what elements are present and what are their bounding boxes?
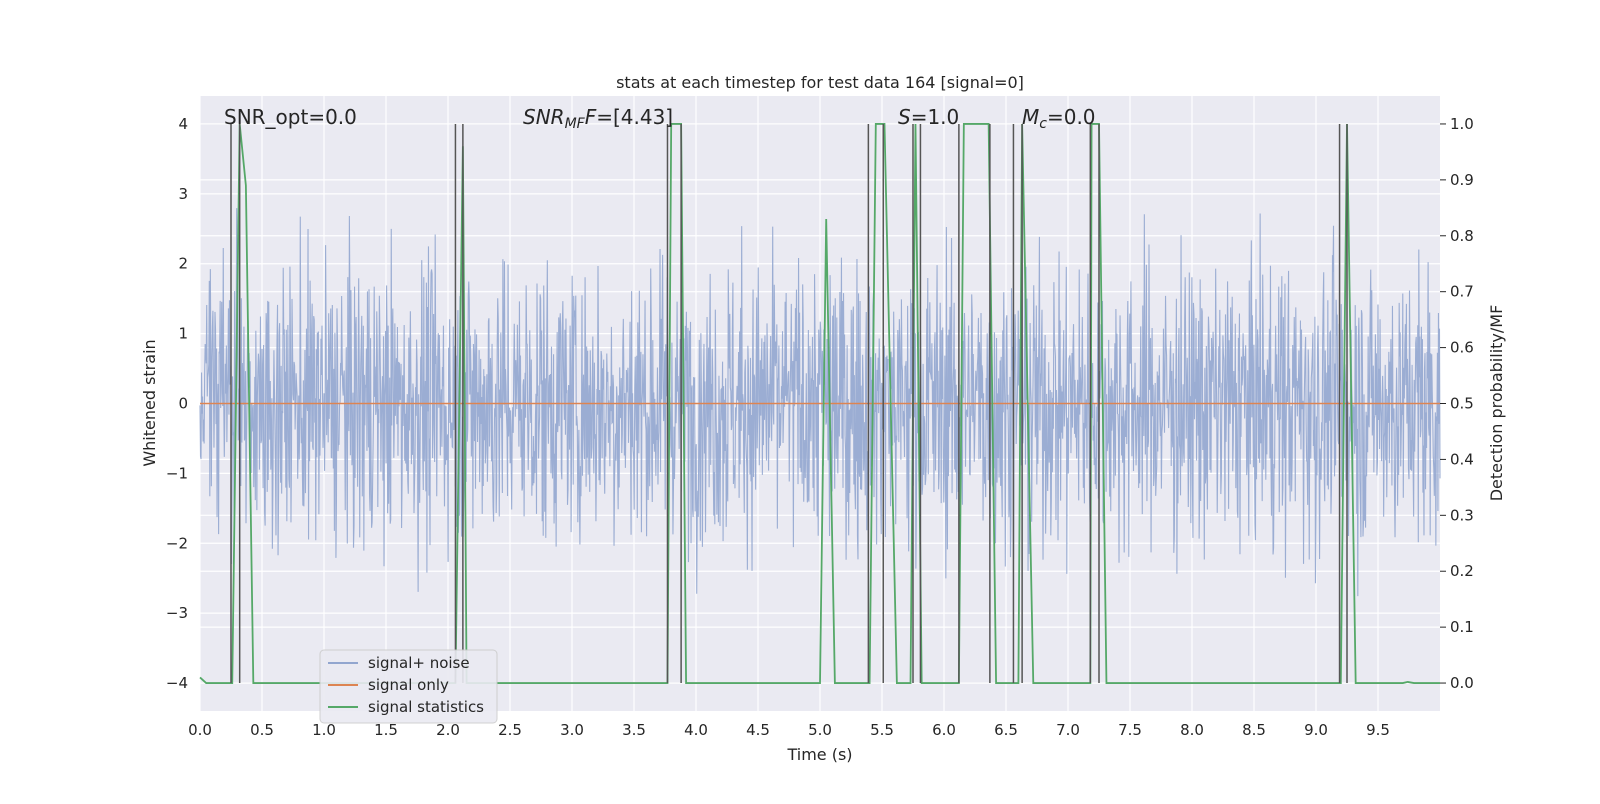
x-tick-label-1: 0.5 (250, 721, 274, 739)
y-tick-left-label-3: −1 (166, 464, 188, 482)
y-tick-right-label-6: 0.6 (1450, 339, 1474, 357)
y-axis-label-left: Whitened strain (140, 339, 159, 466)
detection-lines-layer (230, 123, 1348, 684)
y-tick-left-label-0: −4 (166, 674, 188, 692)
y-tick-right-label-3: 0.3 (1450, 506, 1474, 524)
x-tick-label-13: 6.5 (994, 721, 1018, 739)
x-tick-label-6: 3.0 (560, 721, 584, 739)
x-tick-label-15: 7.5 (1118, 721, 1142, 739)
annotation-snr-opt: SNR_opt=0.0 (224, 105, 357, 129)
chart-title: stats at each timestep for test data 164… (616, 73, 1024, 92)
y-axis-label-right: Detection probability/MF (1487, 305, 1506, 502)
x-tick-label-14: 7.0 (1056, 721, 1080, 739)
legend-label-signal-noise: signal+ noise (368, 654, 470, 672)
x-tick-label-16: 8.0 (1180, 721, 1204, 739)
x-tick-label-18: 9.0 (1304, 721, 1328, 739)
legend-box (319, 649, 498, 724)
y-tick-right-label-4: 0.4 (1450, 450, 1474, 468)
noise-layer (199, 208, 1441, 597)
legend-label-signal-statistics: signal statistics (368, 698, 484, 716)
y-tick-right-label-7: 0.7 (1450, 283, 1474, 301)
x-tick-label-12: 6.0 (932, 721, 956, 739)
y-tick-right-label-10: 1.0 (1450, 115, 1474, 133)
y-tick-left-label-2: −2 (166, 534, 188, 552)
x-tick-label-0: 0.0 (188, 721, 212, 739)
y-tick-right-label-2: 0.2 (1450, 562, 1474, 580)
x-tick-label-17: 8.5 (1242, 721, 1266, 739)
legend: signal+ noise signal only signal statist… (319, 649, 498, 724)
y-tick-right-label-9: 0.9 (1450, 171, 1474, 189)
x-tick-label-7: 3.5 (622, 721, 646, 739)
x-tick-label-19: 9.5 (1366, 721, 1390, 739)
y-tick-left-label-7: 3 (178, 185, 188, 203)
x-axis-label: Time (s) (786, 745, 852, 764)
x-tick-label-11: 5.5 (870, 721, 894, 739)
annotation-s: S=1.0 (898, 105, 959, 129)
series-signal-noise (199, 208, 1441, 597)
y-ticks-left: −4 −3 −2 −1 0 1 2 3 4 (166, 115, 188, 692)
y-tick-left-label-5: 1 (178, 325, 188, 343)
y-tick-right-label-0: 0.0 (1450, 674, 1474, 692)
y-tick-right-label-1: 0.1 (1450, 618, 1474, 636)
x-tick-label-5: 2.5 (498, 721, 522, 739)
y-tick-left-label-8: 4 (178, 115, 188, 133)
legend-label-signal-only: signal only (368, 676, 449, 694)
x-tick-label-9: 4.5 (746, 721, 770, 739)
x-tick-label-10: 5.0 (808, 721, 832, 739)
x-tick-label-2: 1.0 (312, 721, 336, 739)
x-tick-label-3: 1.5 (374, 721, 398, 739)
x-tick-label-4: 2.0 (436, 721, 460, 739)
y-ticks-right: 0.0 0.1 0.2 0.3 0.4 0.5 0.6 0.7 0.8 0.9 1.0 (1440, 115, 1474, 692)
y-tick-left-label-1: −3 (166, 604, 188, 622)
x-ticks: 0.0 0.5 1.0 1.5 2.0 2.5 3.0 3.5 4.0 4.5 5.0 5.5 6.0 6… (188, 721, 1390, 739)
annotation-mc: Mc=0.0 (1022, 105, 1096, 132)
y-tick-right-label-5: 0.5 (1450, 395, 1474, 413)
y-tick-right-label-8: 0.8 (1450, 227, 1474, 245)
y-tick-left-label-6: 2 (178, 255, 188, 273)
x-tick-label-8: 4.0 (684, 721, 708, 739)
annotation-snr-mf: SNRMFF=[4.43] (523, 105, 673, 132)
y-tick-left-label-4: 0 (178, 395, 188, 413)
